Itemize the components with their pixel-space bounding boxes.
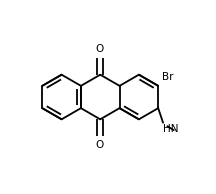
- Text: O: O: [95, 44, 103, 54]
- Text: Br: Br: [162, 72, 174, 81]
- Text: O: O: [95, 140, 103, 150]
- Text: HN: HN: [163, 124, 179, 134]
